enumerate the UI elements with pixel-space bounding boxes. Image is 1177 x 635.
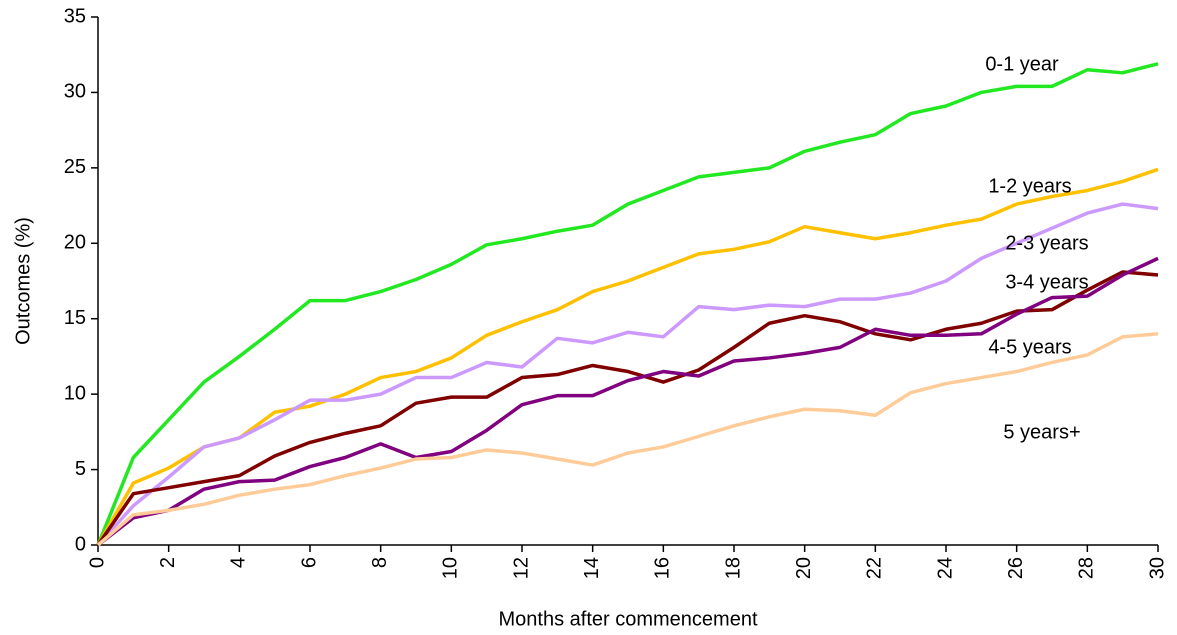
series-label: 2-3 years [1005,232,1088,254]
y-tick-label: 25 [64,156,86,178]
series-line [96,270,1159,546]
x-tick-label: 28 [1076,557,1098,579]
x-tick-label: 18 [722,557,744,579]
series-label: 4-5 years [988,336,1071,358]
x-axis-label: Months after commencement [499,608,758,630]
series-label: 3-4 years [1005,271,1088,293]
x-tick-label: 14 [581,557,603,579]
x-tick-label: 20 [793,557,815,579]
x-tick-label: 12 [510,557,532,579]
x-tick-label: 2 [157,557,179,568]
x-tick-label: 16 [652,557,674,579]
series-line [96,202,1159,547]
x-tick-label: 8 [369,557,391,568]
y-tick-label: 5 [75,458,86,480]
y-tick-label: 10 [64,382,86,404]
x-tick-label: 24 [934,557,956,579]
y-tick-label: 30 [64,81,86,103]
x-tick-label: 6 [298,557,320,568]
series-label: 0-1 year [985,53,1059,75]
series-line [96,62,1159,546]
x-tick-label: 26 [1005,557,1027,579]
x-tick-label: 0 [86,557,108,568]
series-line [96,167,1159,546]
y-tick-label: 15 [64,307,86,329]
y-tick-label: 35 [64,5,86,27]
x-tick-label: 4 [228,557,250,568]
series-line [96,332,1159,547]
series-line [96,256,1159,547]
series-label: 5 years+ [1003,421,1080,443]
y-tick-label: 20 [64,232,86,254]
y-tick-label: 0 [75,533,86,555]
series-label: 1-2 years [988,175,1071,197]
x-tick-label: 30 [1146,557,1168,579]
x-tick-label: 10 [440,557,462,579]
x-tick-label: 22 [864,557,886,579]
y-axis-label: Outcomes (%) [12,217,34,345]
